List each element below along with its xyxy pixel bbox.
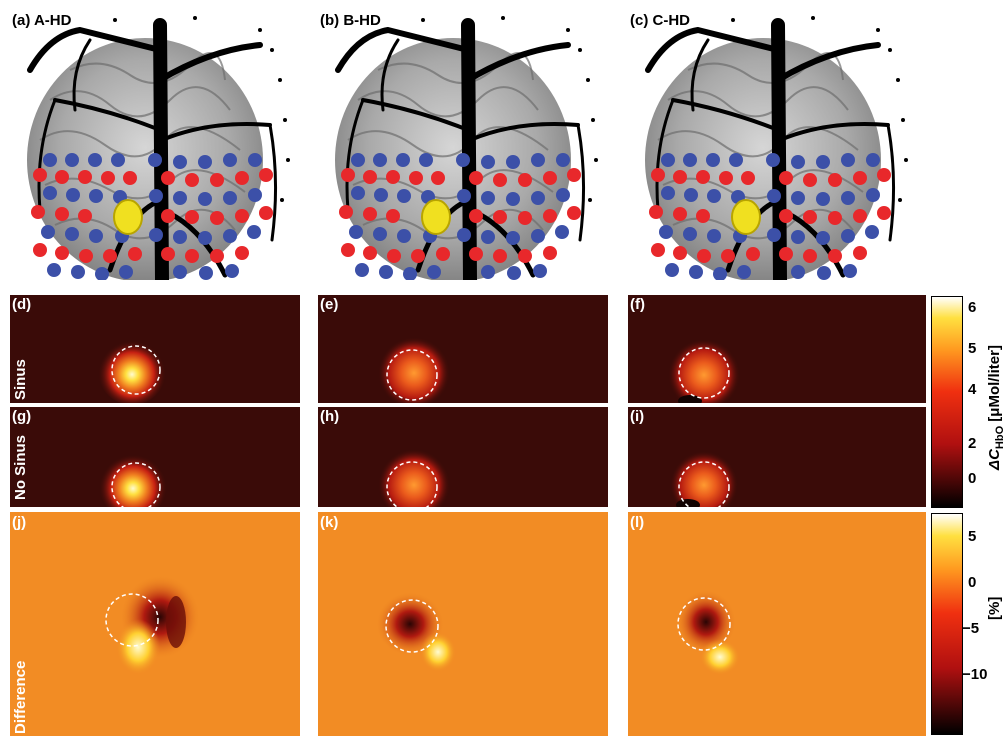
colorbar-diff [931,513,963,735]
hbo-map-f [668,339,740,403]
colorbar-diff-gradient [932,514,962,734]
panel-label-l: (l) [630,514,645,531]
brain-panel-a [10,10,300,280]
panel-label-b: (b) B-HD [320,12,381,29]
brain-render-a [10,10,300,280]
panel-label-a: (a) A-HD [12,12,72,29]
diff-tick-neg5: −5 [962,620,980,637]
hbo-map-e [378,337,450,403]
diff-map-l [628,512,926,736]
diff-tick-neg10: −10 [962,666,988,683]
diff-map-k [318,512,608,736]
brain-render-c [628,10,938,280]
hbo-map-i [670,451,738,507]
hbo-map-g [99,451,167,507]
diff-tick-0: 0 [968,574,977,591]
brain-panel-b [318,10,608,280]
hbo-map-h [378,449,450,507]
hbo-tick-6: 6 [968,299,977,316]
hbo-tick-4: 4 [968,381,977,398]
map-panel-h [318,407,608,507]
brain-panel-c [628,10,938,280]
panel-label-c: (c) C-HD [630,12,690,29]
colorbar-hbo [931,296,963,508]
panel-label-e: (e) [320,296,339,313]
map-panel-i [628,407,926,507]
colorbar-hbo-title-prefix: ΔC [986,449,1003,470]
diff-tick-5: 5 [968,528,977,545]
row-label-no-sinus: No Sinus [12,434,29,500]
brain-render-b [318,10,608,280]
panel-label-j: (j) [12,514,27,531]
row-label-sinus: Sinus [12,359,29,400]
panel-label-d: (d) [12,296,32,313]
map-panel-d [10,295,300,403]
colorbar-hbo-title: ΔCHbO [μMol/liter] [986,345,1005,470]
map-panel-g [10,407,300,507]
colorbar-diff-title: [%] [986,596,1003,620]
colorbar-hbo-gradient [932,297,962,507]
map-panel-f [628,295,926,403]
map-panel-e [318,295,608,403]
diff-map-j [10,512,300,736]
hbo-tick-5: 5 [968,340,977,357]
hbo-tick-0: 0 [968,470,977,487]
panel-label-g: (g) [12,408,32,425]
diff-panel-j [10,512,300,736]
panel-label-i: (i) [630,408,645,425]
colorbar-hbo-title-suffix: [μMol/liter] [986,345,1003,426]
hbo-map-d [98,337,166,403]
panel-label-h: (h) [320,408,340,425]
diff-panel-k [318,512,608,736]
panel-label-k: (k) [320,514,339,531]
hbo-tick-2: 2 [968,435,977,452]
colorbar-hbo-title-sub: HbO [994,425,1005,450]
row-label-difference: Difference [12,660,29,734]
diff-panel-l [628,512,926,736]
panel-label-f: (f) [630,296,645,313]
